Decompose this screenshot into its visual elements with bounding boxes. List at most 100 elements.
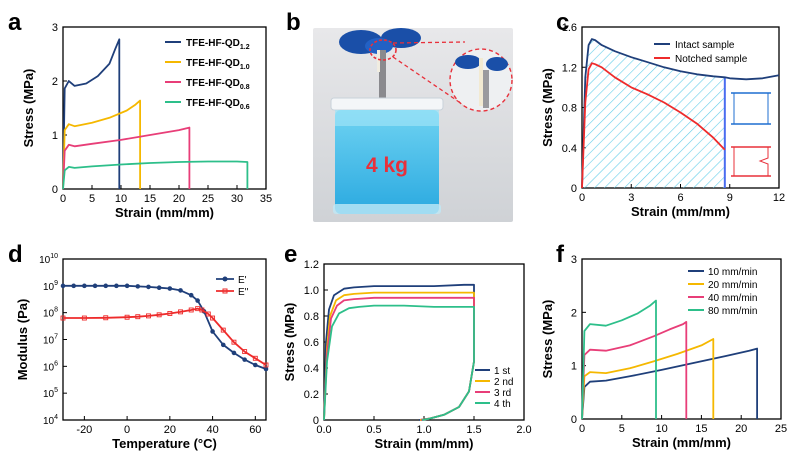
y-axis-label: Stress (MPa) <box>282 303 297 382</box>
series-line <box>62 126 191 190</box>
water-bucket <box>330 97 444 214</box>
hatched-area-lower <box>582 63 725 188</box>
legend-entry: 10 mm/min <box>708 267 757 278</box>
data-point <box>103 283 109 289</box>
legend-entry: 80 mm/min <box>708 306 757 317</box>
x-tick-label: 30 <box>231 193 243 205</box>
series-line <box>63 307 267 366</box>
x-tick-label: 0.0 <box>316 424 331 436</box>
panel-label-f: f <box>556 241 565 268</box>
x-tick-label: 25 <box>202 193 214 205</box>
series-line <box>581 38 780 189</box>
y-tick-label: 1.6 <box>562 22 577 34</box>
y-axis-label: Stress (MPa) <box>540 68 555 147</box>
series-line <box>62 38 121 190</box>
photo-weight-test: 4 kg <box>313 28 513 222</box>
plot-frame <box>62 26 267 190</box>
data-point <box>252 355 258 361</box>
plot-frame <box>581 258 782 420</box>
panel-label-e: e <box>284 241 297 268</box>
x-tick-label: 10 <box>655 423 667 435</box>
y-tick-label: 0 <box>52 184 58 196</box>
data-point <box>81 315 87 321</box>
legend-entry: TFE-HF-QD1.0 <box>186 58 250 71</box>
weight-label: 4 kg <box>366 154 408 177</box>
x-tick-label: 1.0 <box>416 424 431 436</box>
series-line <box>581 321 688 420</box>
x-axis-label: Strain (mm/mm) <box>632 435 731 450</box>
data-point <box>135 284 141 289</box>
data-point <box>263 362 269 368</box>
y-tick-label: 0.4 <box>304 363 319 375</box>
x-tick-label: 15 <box>144 193 156 205</box>
legend-entry: 40 mm/min <box>708 293 757 304</box>
x-axis-label: Strain (mm/mm) <box>375 436 474 451</box>
chart-c: 0 3 6 9 12 0 0.4 0.8 1.2 1.6 Strain (mm/mm) Stress … <box>540 22 785 219</box>
x-tick-label: -20 <box>76 424 92 436</box>
data-point <box>103 315 109 321</box>
series-line <box>62 99 141 190</box>
x-axis-label: Strain (mm/mm) <box>631 204 730 219</box>
x-tick-label: 60 <box>249 424 261 436</box>
y-tick-label: 0.6 <box>304 337 319 349</box>
zoom-inset <box>449 48 513 112</box>
legend-entry: TFE-HF-QD0.8 <box>186 78 250 91</box>
data-point <box>146 284 151 290</box>
legend-entry: Intact sample <box>675 40 735 51</box>
data-point <box>167 311 173 316</box>
y-tick-label: 0.2 <box>304 389 319 401</box>
plot-frame <box>62 258 267 421</box>
series-line <box>581 299 657 420</box>
series-line <box>581 338 715 420</box>
y-tick-label: 2 <box>571 307 577 319</box>
data-point <box>188 307 194 313</box>
data-point <box>92 283 98 289</box>
y-tick-label: 3 <box>571 254 577 266</box>
data-point <box>205 311 211 317</box>
x-tick-label: 1.5 <box>466 424 481 436</box>
data-point <box>124 283 130 289</box>
series-line <box>323 304 475 421</box>
x-tick-label: 10 <box>115 193 127 205</box>
legend: 10 mm/min 20 mm/min 40 mm/min 80 mm/min <box>688 267 757 317</box>
hatched-area <box>582 39 725 189</box>
x-axis-label: Strain (mm/mm) <box>115 205 214 220</box>
data-point <box>210 329 215 334</box>
data-point <box>220 327 226 333</box>
y-axis-label: Stress (MPa) <box>540 300 555 379</box>
sample-strip <box>377 50 380 72</box>
legend-entry: 1 st <box>494 366 510 377</box>
y-tick-label: 1.2 <box>304 259 319 271</box>
x-tick-label: 35 <box>260 193 272 205</box>
hook-rod <box>379 50 386 128</box>
series-line <box>581 62 726 189</box>
y-tick-label: 109 <box>43 280 58 293</box>
notched-sample-shape <box>733 146 769 177</box>
legend-marker <box>222 276 228 282</box>
x-tick-label: 20 <box>164 424 176 436</box>
photo-scene: 4 kg <box>313 28 513 222</box>
y-tick-label: 0 <box>313 415 319 427</box>
data-point <box>242 349 248 355</box>
data-point <box>114 283 119 289</box>
x-axis-label: Temperature (°C) <box>112 436 217 451</box>
x-tick-label: 5 <box>89 193 95 205</box>
x-tick-label: 12 <box>773 192 785 204</box>
chart-d: -20 0 20 40 60 104 105 106 107 108 109 1010 Temperat… <box>15 253 269 451</box>
y-tick-label: 107 <box>43 334 58 347</box>
x-tick-label: 0 <box>124 424 130 436</box>
x-tick-label: 6 <box>677 192 683 204</box>
x-tick-label: 0 <box>579 423 585 435</box>
y-axis-label: Modulus (Pa) <box>15 299 30 381</box>
data-point <box>199 307 205 313</box>
x-tick-label: 0.5 <box>366 424 381 436</box>
panel-label-c: c <box>556 9 569 36</box>
data-point <box>71 283 76 289</box>
data-point <box>210 315 216 321</box>
x-tick-label: 0 <box>60 193 66 205</box>
data-point <box>253 362 258 368</box>
panel-label-d: d <box>8 241 23 268</box>
data-point <box>156 285 162 291</box>
x-tick-label: 20 <box>173 193 185 205</box>
